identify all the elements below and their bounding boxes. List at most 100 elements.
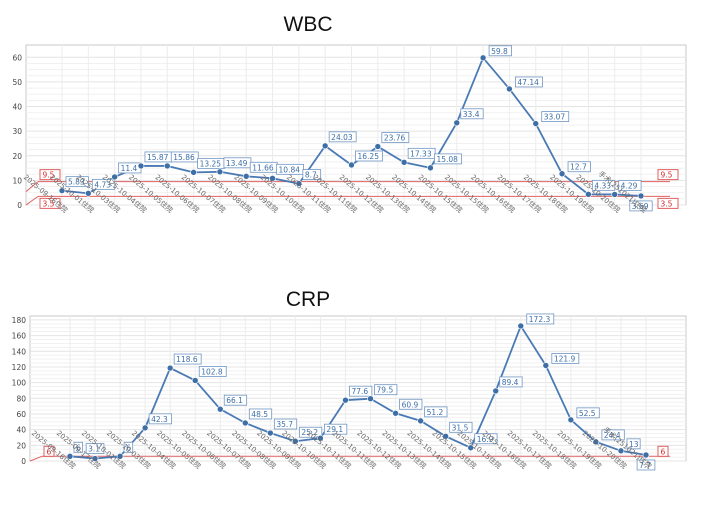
crp-data-point — [216, 405, 224, 413]
wbc-data-label: 8.7 — [305, 171, 317, 180]
wbc-data-label-box — [65, 176, 89, 188]
wbc-data-label-box — [302, 169, 322, 180]
wbc-data-point — [190, 169, 197, 176]
crp-data-label-box — [223, 394, 248, 406]
crp-data-label: 79.5 — [377, 386, 394, 395]
crp-y-tick-label: 180 — [12, 316, 27, 325]
wbc-data-label-box — [460, 108, 484, 120]
wbc-reference-box-left — [39, 197, 61, 209]
wbc-data-point — [111, 173, 118, 181]
wbc-data-point — [453, 119, 461, 127]
crp-data-label: 24.4 — [604, 431, 621, 440]
wbc-data-label-box — [407, 147, 436, 159]
crp-data-label: 6 — [76, 443, 81, 452]
crp-data-label: 7.7 — [639, 461, 651, 470]
crp-y-tick-label: 60 — [16, 410, 26, 419]
wbc-data-label: 11.4 — [121, 164, 138, 173]
wbc-data-point — [348, 161, 355, 169]
wbc-data-point — [400, 159, 408, 166]
wbc-data-point — [427, 164, 434, 172]
wbc-data-label: 4.33 — [594, 181, 611, 190]
crp-data-label: 66.1 — [226, 396, 243, 405]
wbc-data-label: 33.07 — [544, 113, 566, 122]
crp-chart-title: CRP — [286, 288, 330, 311]
wbc-data-label-box — [618, 180, 642, 191]
crp-data-label: 102.8 — [201, 367, 223, 376]
wbc-data-point — [558, 170, 566, 178]
crp-data-point — [91, 455, 99, 462]
crp-data-point — [191, 377, 199, 384]
crp-data-label-box — [148, 413, 172, 425]
wbc-reference-label-right: 9.5 — [661, 171, 673, 180]
wbc-data-label: 59.8 — [491, 47, 508, 56]
wbc-chart-title: WBC — [284, 13, 333, 36]
wbc-data-label-box — [91, 178, 116, 190]
crp-data-label: 31.5 — [452, 423, 469, 432]
crp-data-label-box — [273, 418, 298, 430]
crp-data-point — [417, 417, 424, 425]
crp-y-tick-label: 140 — [12, 347, 27, 356]
crp-data-label: 77.6 — [351, 387, 368, 396]
wbc-data-label: 23.76 — [384, 134, 406, 143]
wbc-data-point — [269, 175, 276, 182]
wbc-data-label: 13.25 — [200, 159, 222, 168]
wbc-data-label: 24.03 — [331, 133, 353, 142]
crp-data-label-box — [85, 443, 105, 454]
wbc-data-label: 10.84 — [279, 165, 301, 174]
wbc-data-label: 15.86 — [173, 153, 195, 162]
crp-data-label: 25.2 — [301, 428, 318, 437]
wbc-reference-box-right — [657, 197, 679, 209]
wbc-data-label-box — [355, 150, 383, 162]
wbc-y-tick-label: 60 — [12, 53, 22, 62]
crp-data-label-box — [449, 421, 473, 433]
crp-reference-label-left: 6 — [47, 447, 52, 456]
crp-data-label: 51.2 — [427, 408, 444, 417]
crp-data-label-box — [198, 366, 227, 377]
crp-data-label: 13 — [629, 440, 639, 449]
crp-data-point — [392, 409, 399, 417]
wbc-data-label: 3.69 — [632, 202, 649, 211]
wbc-data-label-box — [328, 131, 357, 143]
crp-reference-box-right — [657, 445, 669, 457]
wbc-reference-connector — [25, 195, 39, 206]
crp-data-label-box — [73, 441, 84, 453]
wbc-data-label-box — [434, 153, 462, 165]
crp-data-point — [267, 429, 274, 437]
wbc-data-label-box — [567, 161, 591, 173]
crp-y-tick-label: 40 — [16, 426, 26, 435]
wbc-data-point — [532, 120, 540, 127]
wbc-reference-label-left: 9.5 — [43, 171, 55, 180]
wbc-data-label: 33.4 — [463, 110, 480, 119]
wbc-data-label: 5.83 — [68, 178, 85, 187]
crp-series-line — [69, 323, 647, 460]
crp-data-label: 60.9 — [402, 400, 419, 409]
crp-data-label-box — [374, 384, 398, 396]
crp-data-label: 16.9 — [477, 435, 494, 444]
crp-data-label-box — [298, 426, 323, 438]
crp-data-label-box — [399, 398, 423, 410]
crp-data-label: 42.3 — [151, 415, 168, 424]
wbc-data-label: 11.66 — [252, 163, 274, 172]
crp-data-label-box — [474, 433, 498, 445]
wbc-data-label-box — [381, 132, 410, 143]
crp-reference-connector — [29, 455, 43, 462]
crp-data-point — [442, 433, 449, 440]
crp-data-label: 172.3 — [529, 315, 551, 324]
crp-data-point — [367, 395, 374, 402]
crp-data-label-box — [601, 429, 625, 441]
crp-data-point — [642, 451, 650, 459]
crp-y-tick-label: 0 — [21, 457, 26, 466]
wbc-data-label-box — [170, 151, 199, 163]
crp-data-label-box — [551, 353, 580, 364]
wbc-reference-box-right — [657, 169, 679, 181]
crp-chart: CRP 0 20 40 60 80 100 120 140 160 180 6 6 6 3.1 6 42.3 11… — [12, 288, 687, 471]
wbc-y-tick-label: 20 — [12, 152, 22, 161]
wbc-y-tick-label: 10 — [12, 176, 22, 185]
wbc-data-point — [321, 142, 329, 150]
wbc-data-point — [611, 191, 618, 198]
crp-data-label: 52.5 — [579, 409, 596, 418]
crp-data-label: 6 — [126, 443, 131, 452]
crp-y-tick-label: 100 — [12, 379, 27, 388]
wbc-data-label: 16.25 — [358, 152, 380, 161]
